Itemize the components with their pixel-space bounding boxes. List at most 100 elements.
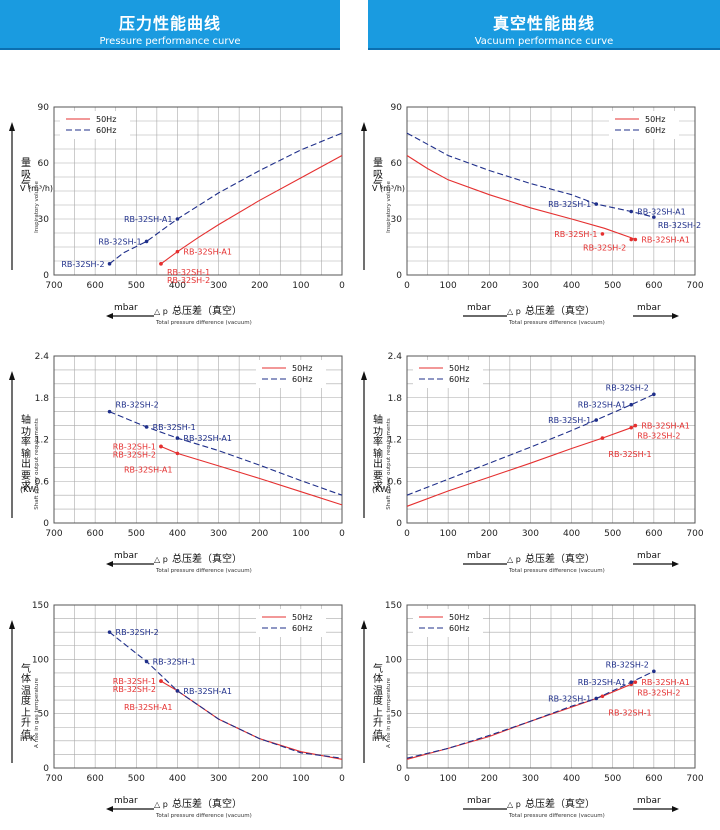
x-tick-label: 0 [339,281,345,291]
x-tick-label: 0 [404,774,410,784]
data-label: RB-32SH-A1 [183,434,231,443]
x-tick-label: 300 [522,281,539,291]
plot-frame [406,604,696,769]
header-divider [0,48,340,50]
legend-label: 60Hz [292,624,312,633]
legend-label: 60Hz [449,375,469,384]
data-point [594,418,599,422]
data-point [629,237,634,242]
chart-vacuum-temperature: 0 100 200 300 400 500 600 700 0 50 100 150 气体温度上升值in… [361,601,704,819]
y-axis-label-en: Shaft power output requirements [386,418,392,510]
series-line-50hz [406,425,636,507]
legend-label: 60Hz [645,126,665,135]
y-axis-label: 上升 [19,707,31,728]
x-tick-label: 600 [645,281,662,291]
x-tick-label: 600 [645,529,662,539]
x-footer-unit: mbar [114,551,138,561]
data-label: RB-32SH-1 [113,677,156,686]
y-tick-label: 30 [38,215,50,225]
x-tick-label: 500 [128,774,145,784]
x-tick-label: 600 [87,529,104,539]
header-divider [368,48,720,50]
y-tick-label: 0.6 [35,477,50,487]
data-point [600,232,605,236]
y-tick-label: 1.8 [35,394,50,404]
legend-box [256,609,326,637]
arrow-up-icon [9,620,15,629]
x-footer-unit: mbar [637,303,661,313]
x-footer-delta: △ p [507,307,521,316]
y-tick-label: 30 [391,215,403,225]
data-point [175,249,180,254]
y-axis-unit: (KW) [372,485,391,494]
series-line-60hz [406,393,655,496]
y-axis-label: 轴 [19,413,31,425]
data-label: RB-32SH-2 [606,660,649,669]
y-axis-label-en: A rise in gas temperature [34,677,40,748]
plot-frame [406,355,696,524]
y-tick-label: 50 [38,710,50,720]
data-label: RB-32SH-A1 [183,687,231,696]
data-point [159,679,163,683]
series-line-50hz [406,155,636,241]
x-tick-label: 200 [481,281,498,291]
data-point [629,402,634,407]
legend-box [413,360,483,388]
header-vacuum-subtitle: Vacuum performance curve [474,36,614,47]
legend-box [60,111,130,139]
y-tick-label: 1.8 [388,394,403,404]
plot-frame [53,604,343,769]
x-tick-label: 500 [128,281,145,291]
y-axis-label-en: A rise in gas temperature [386,677,392,748]
data-label: RB-32SH-2 [116,401,159,410]
x-axis-label-en: Total pressure difference (vacuum) [155,568,252,574]
y-axis-label: 功率 [19,426,31,447]
y-tick-label: 60 [38,159,50,169]
x-tick-label: 100 [292,281,309,291]
data-point [175,217,180,221]
y-tick-label: 2.4 [35,352,50,362]
arrow-up-icon [361,620,367,629]
y-axis-unit: in K [372,734,388,743]
data-label: RB-32SH-A1 [124,703,172,712]
data-label: RB-32SH-2 [113,450,156,459]
x-axis-label: 总压差（真空） [525,304,595,317]
x-tick-label: 500 [604,281,621,291]
x-tick-label: 100 [440,529,457,539]
y-axis-label: 温度 [371,685,383,706]
x-tick-label: 0 [339,529,345,539]
x-axis-label: 总压差（真空） [172,304,242,317]
data-point [629,680,634,684]
x-tick-label: 600 [87,774,104,784]
series-line-60hz [406,132,655,218]
y-tick-label: 90 [38,103,50,113]
legend-label: 60Hz [96,126,116,135]
data-point [159,444,163,449]
legend-box [609,111,679,139]
legend-label: 60Hz [449,624,469,633]
plot-frame [53,106,343,276]
y-tick-label: 0 [396,764,402,774]
y-tick-label: 90 [391,103,403,113]
x-tick-label: 700 [686,774,703,784]
chart-pressure-temperature: 700 600 500 400 300 200 100 0 0 50 100 150 气体温度上升值in… [9,601,345,819]
x-footer-unit: mbar [637,796,661,806]
x-tick-label: 500 [128,529,145,539]
x-tick-label: 100 [440,774,457,784]
x-footer-unit: mbar [114,303,138,313]
header-vacuum: 真空性能曲线 Vacuum performance curve [368,0,720,50]
x-tick-label: 100 [440,281,457,291]
x-tick-label: 400 [563,281,580,291]
y-tick-label: 1.2 [35,436,49,446]
x-tick-label: 600 [645,774,662,784]
arrow-right-icon [672,806,679,812]
data-point [600,694,605,699]
data-label: RB-32SH-1 [608,450,651,459]
legend-label: 50Hz [645,115,665,124]
x-axis-label-en: Total pressure difference (vacuum) [155,320,252,326]
x-tick-label: 100 [292,774,309,784]
data-label: RB-32SH-1 [548,200,591,209]
data-point [633,680,638,684]
y-tick-label: 100 [32,655,49,665]
